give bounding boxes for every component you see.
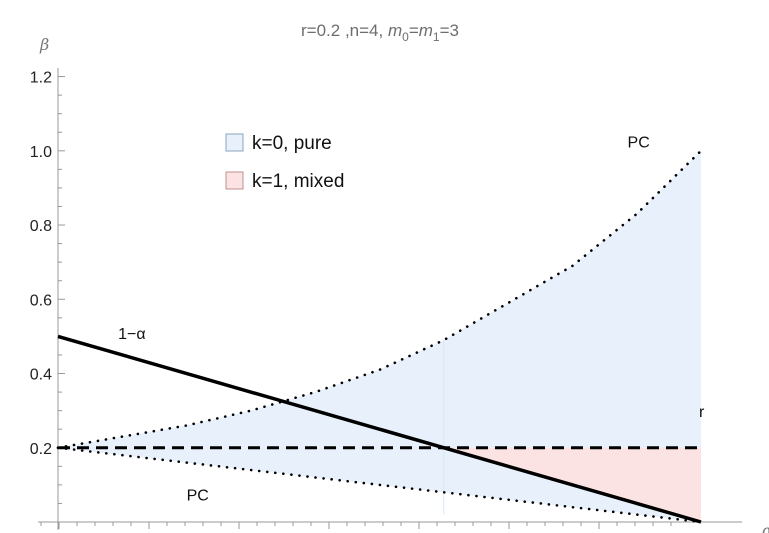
y-tick-label: 1.2	[30, 70, 52, 87]
annotation-label: 1−α	[118, 326, 145, 343]
legend-entry-label: k=1, mixed	[252, 171, 344, 192]
annotation-label: PC	[187, 488, 209, 505]
chart-title: r=0.2 ,n=4, m0=m1=3	[301, 21, 459, 44]
plot-area: 0.2 0.4 0.6 0.8 1.0 1.2 α β 1−α PC PC r	[30, 35, 769, 533]
annotation-label: PC	[628, 135, 650, 152]
y-axis-label: β	[39, 35, 49, 54]
legend-swatch	[226, 172, 243, 189]
annotation-label: r	[699, 404, 705, 421]
legend-entry-label: k=0, pure	[252, 133, 332, 154]
y-tick-label: 0.4	[30, 367, 52, 384]
legend: k=0, pure k=1, mixed	[226, 133, 344, 192]
y-tick-label: 0.6	[30, 292, 52, 309]
y-tick-label: 0.8	[30, 218, 52, 235]
legend-swatch	[226, 134, 243, 151]
y-tick-label: 1.0	[30, 144, 52, 161]
y-tick-label: 0.2	[30, 441, 52, 458]
x-axis-label: α	[762, 521, 769, 533]
